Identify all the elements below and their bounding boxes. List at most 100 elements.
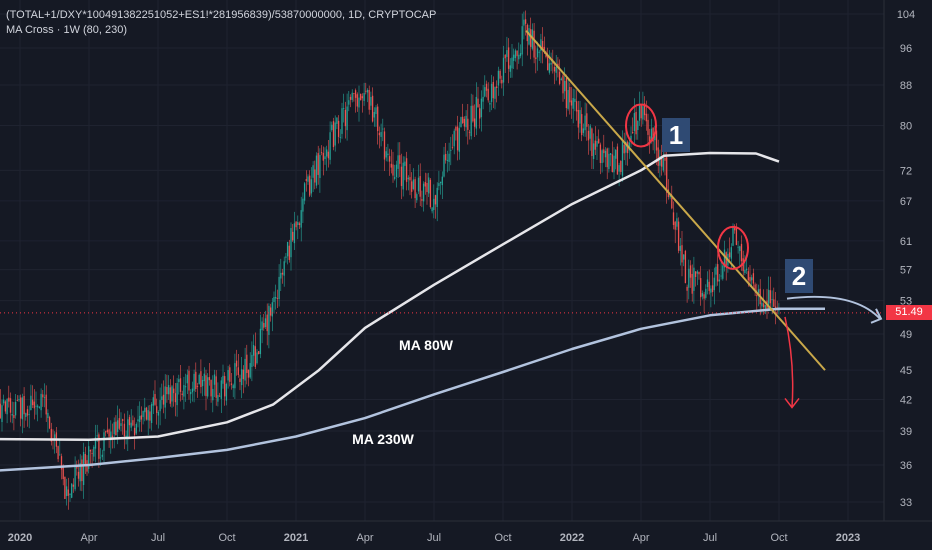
- candle-body: [484, 87, 486, 97]
- candle-body: [133, 427, 136, 435]
- candle-body: [174, 393, 177, 403]
- candle-body: [190, 392, 192, 395]
- candle-body: [179, 378, 182, 392]
- candle-body: [538, 51, 540, 53]
- candle-body: [218, 395, 221, 397]
- indicator-legend[interactable]: MA Cross · 1W (80, 230): [6, 24, 128, 36]
- candle-body: [150, 404, 153, 423]
- candle-body: [700, 278, 702, 298]
- time-axis[interactable]: 2020 Apr Jul Oct 2021 Apr Jul Oct 2022 Apr Jul Oct 2…: [8, 532, 860, 544]
- candle-body: [633, 113, 636, 132]
- candle-body: [470, 105, 472, 137]
- candle-body: [132, 420, 134, 426]
- candle-body: [575, 101, 578, 112]
- candle-body: [23, 396, 25, 415]
- candle-body: [173, 388, 175, 394]
- candle-body: [108, 429, 110, 437]
- candle-body: [215, 376, 217, 398]
- candle-body: [200, 371, 202, 388]
- candle-body: [161, 396, 163, 400]
- y-tick-label: 80: [900, 121, 912, 133]
- candle-body: [149, 411, 151, 421]
- candle-body: [669, 194, 671, 198]
- candle-body: [572, 97, 574, 109]
- candle-body: [258, 351, 260, 355]
- candle-body: [422, 183, 425, 202]
- candle-body: [99, 457, 102, 459]
- candle-body: [115, 421, 117, 436]
- candle-body: [302, 198, 304, 212]
- candle-body: [201, 379, 204, 387]
- candle-body: [511, 57, 513, 69]
- candle-body: [269, 307, 272, 316]
- candle-body: [390, 163, 392, 168]
- candle-body: [375, 107, 377, 114]
- candle-body: [280, 272, 282, 279]
- candle-body: [625, 141, 627, 153]
- candle-body: [496, 86, 498, 89]
- candle-body: [536, 48, 539, 58]
- candle-body: [445, 153, 447, 161]
- candle-body: [543, 46, 545, 51]
- candle-body: [492, 81, 494, 99]
- y-tick-label: 96: [900, 43, 912, 55]
- candle-body: [659, 156, 661, 166]
- candle-body: [137, 419, 139, 422]
- candle-body: [535, 57, 537, 60]
- candle-body: [433, 198, 435, 211]
- candle-body: [404, 161, 406, 166]
- candle-body: [438, 183, 440, 187]
- candle-body: [463, 118, 466, 127]
- candle-body: [110, 431, 112, 441]
- candle-body: [416, 194, 418, 201]
- price-axis[interactable]: 33 36 39 42 45 49 53 57 61 67 72 80 88 96 104: [897, 9, 915, 509]
- candle-body: [220, 380, 222, 399]
- y-tick-label: 57: [900, 265, 912, 277]
- candle-body: [706, 279, 709, 288]
- trendline: [525, 30, 826, 371]
- candle-body: [599, 144, 602, 163]
- candle-body: [647, 119, 649, 135]
- candle-body: [720, 275, 722, 277]
- candle-body: [378, 132, 381, 136]
- candle-body: [740, 243, 743, 262]
- candle-body: [676, 218, 678, 227]
- candle-body: [118, 418, 120, 429]
- candle-body: [327, 151, 330, 159]
- candle-body: [40, 393, 42, 411]
- candle-body: [698, 271, 700, 275]
- x-tick-label: Jul: [703, 532, 717, 544]
- candle-body: [152, 397, 154, 406]
- candle-body: [490, 83, 493, 102]
- candle-body: [660, 156, 663, 167]
- candle-body: [652, 127, 654, 142]
- candle-body: [14, 401, 17, 416]
- candle-body: [1, 405, 3, 423]
- candle-body: [570, 100, 573, 106]
- candle-body: [47, 412, 49, 419]
- x-tick-label: 2022: [560, 532, 584, 544]
- candle-body: [472, 105, 474, 122]
- candle-body: [348, 100, 350, 105]
- candle-body: [171, 386, 173, 402]
- candle-body: [59, 454, 61, 456]
- candle-body: [569, 87, 571, 103]
- symbol-title[interactable]: (TOTAL+1/DXY*100491382251052+ES1!*281956…: [6, 9, 437, 21]
- candle-body: [564, 80, 566, 92]
- candle-body: [688, 268, 690, 288]
- chart-drawings: [525, 30, 883, 409]
- candle-body: [615, 149, 617, 159]
- candle-body: [293, 223, 296, 244]
- candle-body: [591, 128, 593, 156]
- candle-body: [224, 376, 226, 397]
- candle-body: [234, 363, 236, 389]
- candle-body: [67, 489, 69, 496]
- ma80-label: MA 80W: [399, 337, 454, 353]
- candle-body: [380, 132, 382, 137]
- candle-body: [45, 394, 47, 415]
- candle-body: [530, 29, 532, 47]
- candle-body: [127, 419, 129, 440]
- candle-body: [116, 420, 119, 433]
- candle-body: [744, 269, 746, 274]
